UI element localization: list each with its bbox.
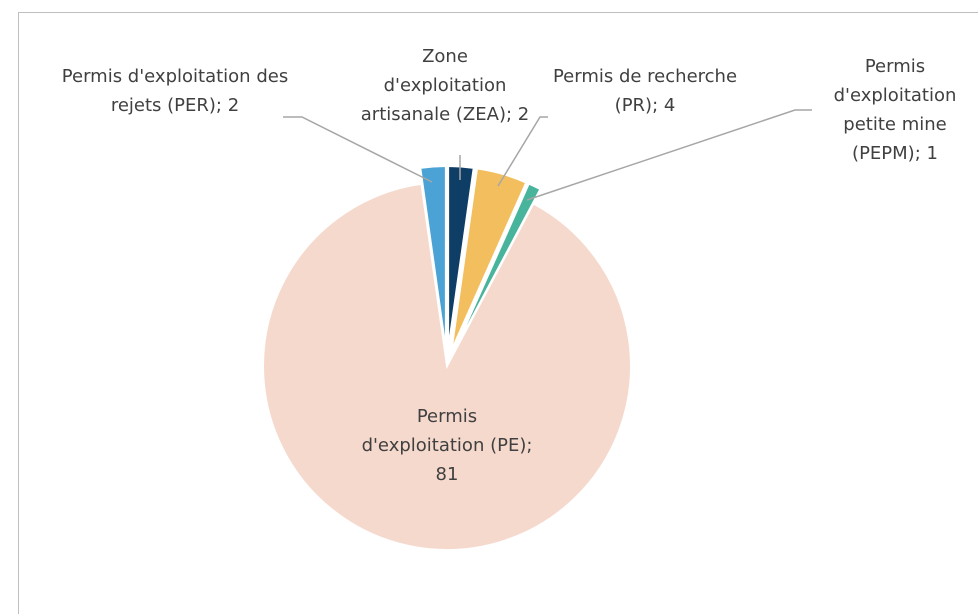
leader-line (526, 109, 812, 201)
pie-slice (262, 182, 632, 551)
pie-slice (450, 167, 528, 352)
data-label: Permis d'exploitation (PE); 81 (361, 406, 533, 485)
leader-line (283, 116, 433, 183)
pie-slice (447, 165, 475, 351)
data-label: Zone d'exploitation artisanale (ZEA); 2 (360, 46, 530, 125)
data-label: Permis de recherche (PR); 4 (552, 66, 738, 116)
pie-slice (419, 165, 447, 351)
pie-slice (453, 182, 542, 353)
leader-line (497, 116, 548, 187)
data-label: Permis d'exploitation petite mine (PEPM)… (833, 56, 957, 164)
data-label: Permis d'exploitation des rejets (PER); … (61, 66, 289, 116)
